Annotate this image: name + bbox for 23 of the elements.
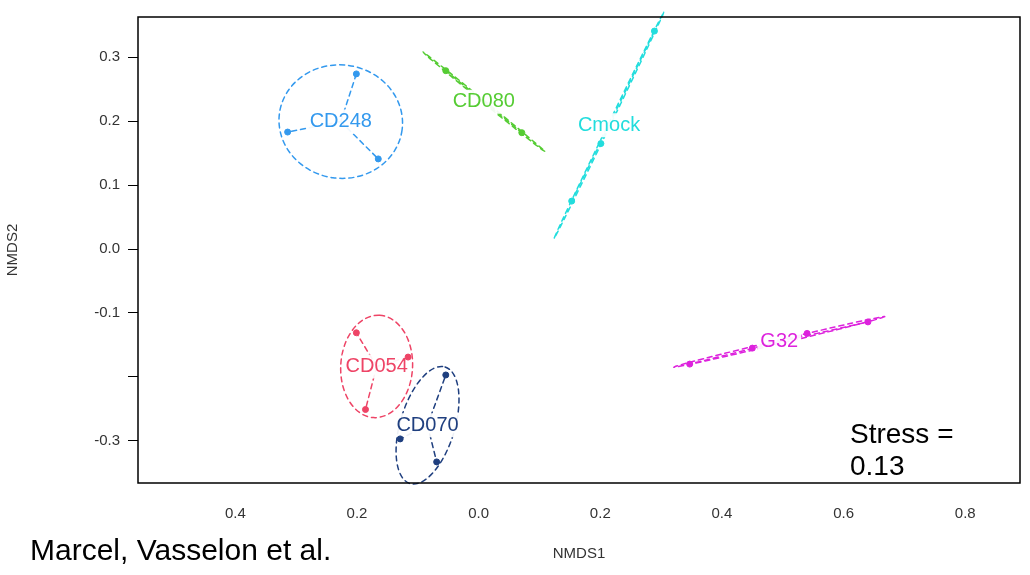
y-tick-label: 0.0 (99, 239, 120, 257)
text: Marcel, Vasselon et al. (30, 533, 332, 567)
annotation: Stress = 0.13 (850, 418, 955, 482)
y-axis-title: NMDS2 (3, 223, 21, 277)
x-tick-label: 0.0 (468, 504, 490, 522)
series-label: CD054 (345, 353, 408, 376)
x-tick-label: 0.4 (224, 504, 246, 522)
series-label: Cmock (577, 112, 642, 135)
y-tick-label: -0.1 (94, 303, 120, 321)
x-tick-label: 0.6 (833, 504, 855, 522)
x-tick-label: 0.2 (589, 504, 611, 522)
y-tick-label: 0.1 (99, 175, 120, 193)
series-label: CD080 (452, 89, 515, 112)
series-label: G32 (760, 329, 799, 352)
y-tick-label: -0.3 (94, 430, 120, 448)
y-tick-label: 0.2 (99, 111, 120, 129)
series-label: CD248 (309, 109, 372, 132)
series-label: CD070 (396, 412, 459, 435)
x-axis-title: NMDS1 (552, 544, 606, 562)
x-tick-label: 0.4 (711, 504, 733, 522)
x-tick-label: 0.2 (346, 504, 368, 522)
y-tick-label: 0.3 (99, 47, 120, 65)
x-tick-label: 0.8 (954, 504, 976, 522)
